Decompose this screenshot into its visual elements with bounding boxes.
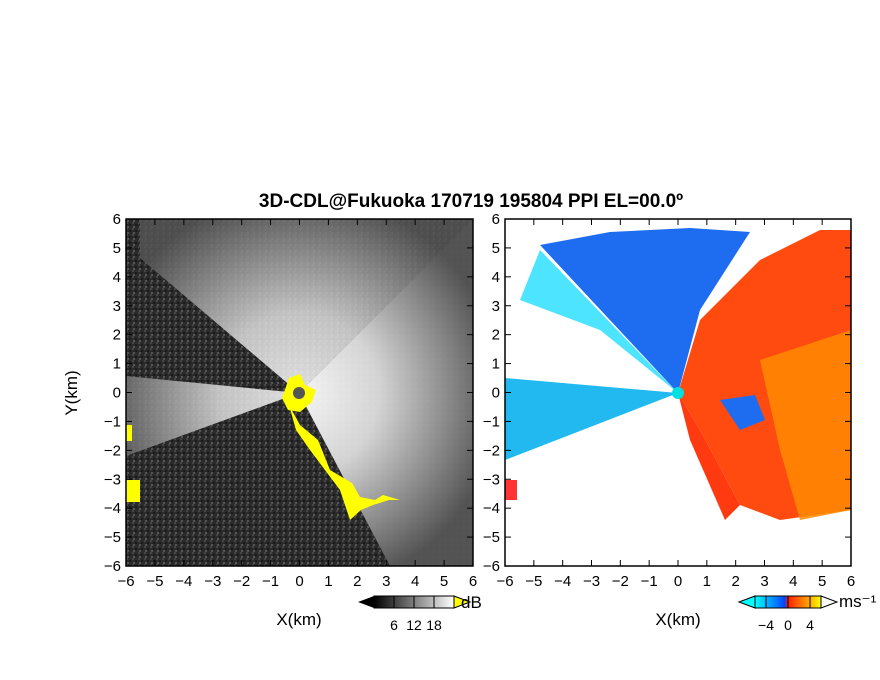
x-tick-label: 4 <box>411 573 419 590</box>
left-southwest-sector <box>126 393 299 566</box>
x-tick-label: −5 <box>146 573 163 590</box>
y-tick-label: 4 <box>113 269 121 286</box>
right-approaching-nw-cyan <box>520 250 678 393</box>
right-colorbar-arrow-low <box>737 595 756 609</box>
x-tick-label: −3 <box>204 573 221 590</box>
right-approaching-west <box>505 378 678 460</box>
y-tick-label: −2 <box>483 442 500 459</box>
right-xlabel: X(km) <box>655 610 700 629</box>
x-tick-label: −1 <box>262 573 279 590</box>
colorbar-tick-label: 18 <box>426 617 442 633</box>
right-colorbar-arrow-high <box>820 595 839 609</box>
left-west-sector <box>126 376 299 456</box>
colorbar-tick-label: 4 <box>806 617 814 633</box>
right-axis-ticks: −6 −5 −4 −3 −2 −1 0 1 2 3 4 5 6 6 5 4 3 2 1 0 −1 −2 −3 −4 −5 −6 <box>483 211 855 590</box>
left-colorbar: dB 6 12 18 <box>358 593 482 633</box>
right-panel: −6 −5 −4 −3 −2 −1 0 1 2 3 4 5 6 6 5 4 3 2 1 0 −1 −2 −3 −4 −5 −6 X… <box>483 211 855 629</box>
y-tick-label: 3 <box>492 298 500 315</box>
colorbar-tick-label: 0 <box>784 617 792 633</box>
left-radar-site <box>293 387 305 399</box>
left-colorbar-ticks: 6 12 18 <box>390 596 442 633</box>
x-tick-label: −2 <box>233 573 250 590</box>
y-tick-label: 0 <box>113 385 121 402</box>
y-tick-label: 0 <box>492 385 500 402</box>
y-tick-label: 6 <box>492 211 500 228</box>
y-tick-label: −3 <box>104 471 121 488</box>
left-ylabel: Y(km) <box>62 370 81 415</box>
y-tick-label: 5 <box>113 240 121 257</box>
y-tick-label: 1 <box>492 356 500 373</box>
y-tick-label: 2 <box>492 327 500 344</box>
right-colorbar-unit: ms⁻¹ <box>839 592 877 611</box>
left-colorbar-arrow-low <box>358 596 374 608</box>
y-tick-label: 1 <box>113 356 121 373</box>
left-clutter-sw <box>126 480 140 502</box>
x-tick-label: 1 <box>703 573 711 590</box>
chart-title: 3D-CDL@Fukuoka 170719 195804 PPI EL=00.0… <box>259 191 683 212</box>
x-tick-label: 2 <box>731 573 739 590</box>
y-tick-label: −5 <box>483 529 500 546</box>
left-upper-sector <box>140 219 473 393</box>
x-tick-label: −6 <box>117 573 134 590</box>
x-tick-label: 3 <box>382 573 390 590</box>
x-tick-label: 5 <box>440 573 448 590</box>
x-tick-label: 3 <box>760 573 768 590</box>
y-tick-label: −2 <box>104 442 121 459</box>
x-tick-label: 6 <box>469 573 477 590</box>
y-tick-label: −3 <box>483 471 500 488</box>
y-tick-label: −6 <box>483 558 500 575</box>
y-tick-label: 4 <box>492 269 500 286</box>
y-tick-label: 3 <box>113 298 121 315</box>
x-tick-label: 0 <box>295 573 303 590</box>
x-tick-label: −6 <box>496 573 513 590</box>
left-xlabel: X(km) <box>276 610 321 629</box>
left-panel: −6 −5 −4 −3 −2 −1 0 1 2 3 4 5 6 6 5 4 3 2 1 0 −1 −2 −3 −4 −5 −6 X… <box>62 211 477 629</box>
y-tick-label: −5 <box>104 529 121 546</box>
x-tick-label: −3 <box>583 573 600 590</box>
x-tick-label: −2 <box>612 573 629 590</box>
right-speckle-west <box>505 480 517 500</box>
x-tick-label: 5 <box>818 573 826 590</box>
colorbar-tick-label: −4 <box>758 617 774 633</box>
right-colorbar: ms⁻¹ −4 0 4 <box>737 592 877 633</box>
x-tick-label: 1 <box>324 573 332 590</box>
right-colorbar-ticks: −4 0 4 <box>758 596 814 633</box>
x-tick-label: 2 <box>353 573 361 590</box>
y-tick-label: 5 <box>492 240 500 257</box>
left-bright-sector <box>299 219 473 566</box>
left-clutter-west <box>126 425 132 441</box>
right-receding-far <box>760 330 851 520</box>
y-tick-label: −6 <box>104 558 121 575</box>
right-radar-site <box>672 387 684 399</box>
x-tick-label: 6 <box>847 573 855 590</box>
y-tick-label: 6 <box>113 211 121 228</box>
left-clutter-edge <box>289 405 400 520</box>
colorbar-tick-label: 6 <box>390 617 398 633</box>
y-tick-label: −4 <box>483 500 500 517</box>
x-tick-label: −4 <box>175 573 192 590</box>
right-approaching-north <box>540 228 750 393</box>
y-tick-label: −1 <box>104 413 121 430</box>
x-tick-label: −5 <box>525 573 542 590</box>
y-tick-label: −1 <box>483 413 500 430</box>
x-tick-label: 0 <box>674 573 682 590</box>
left-colorbar-unit: dB <box>461 593 482 612</box>
y-tick-label: 2 <box>113 327 121 344</box>
left-colorbar-arrow-high <box>453 595 472 609</box>
x-tick-label: 4 <box>789 573 797 590</box>
left-axis-ticks: −6 −5 −4 −3 −2 −1 0 1 2 3 4 5 6 6 5 4 3 2 1 0 −1 −2 −3 −4 −5 −6 <box>104 211 477 590</box>
colorbar-tick-label: 12 <box>406 617 422 633</box>
x-tick-label: −1 <box>641 573 658 590</box>
x-tick-label: −4 <box>554 573 571 590</box>
y-tick-label: −4 <box>104 500 121 517</box>
right-receding-south <box>678 393 740 520</box>
right-blue-pocket <box>720 395 765 430</box>
